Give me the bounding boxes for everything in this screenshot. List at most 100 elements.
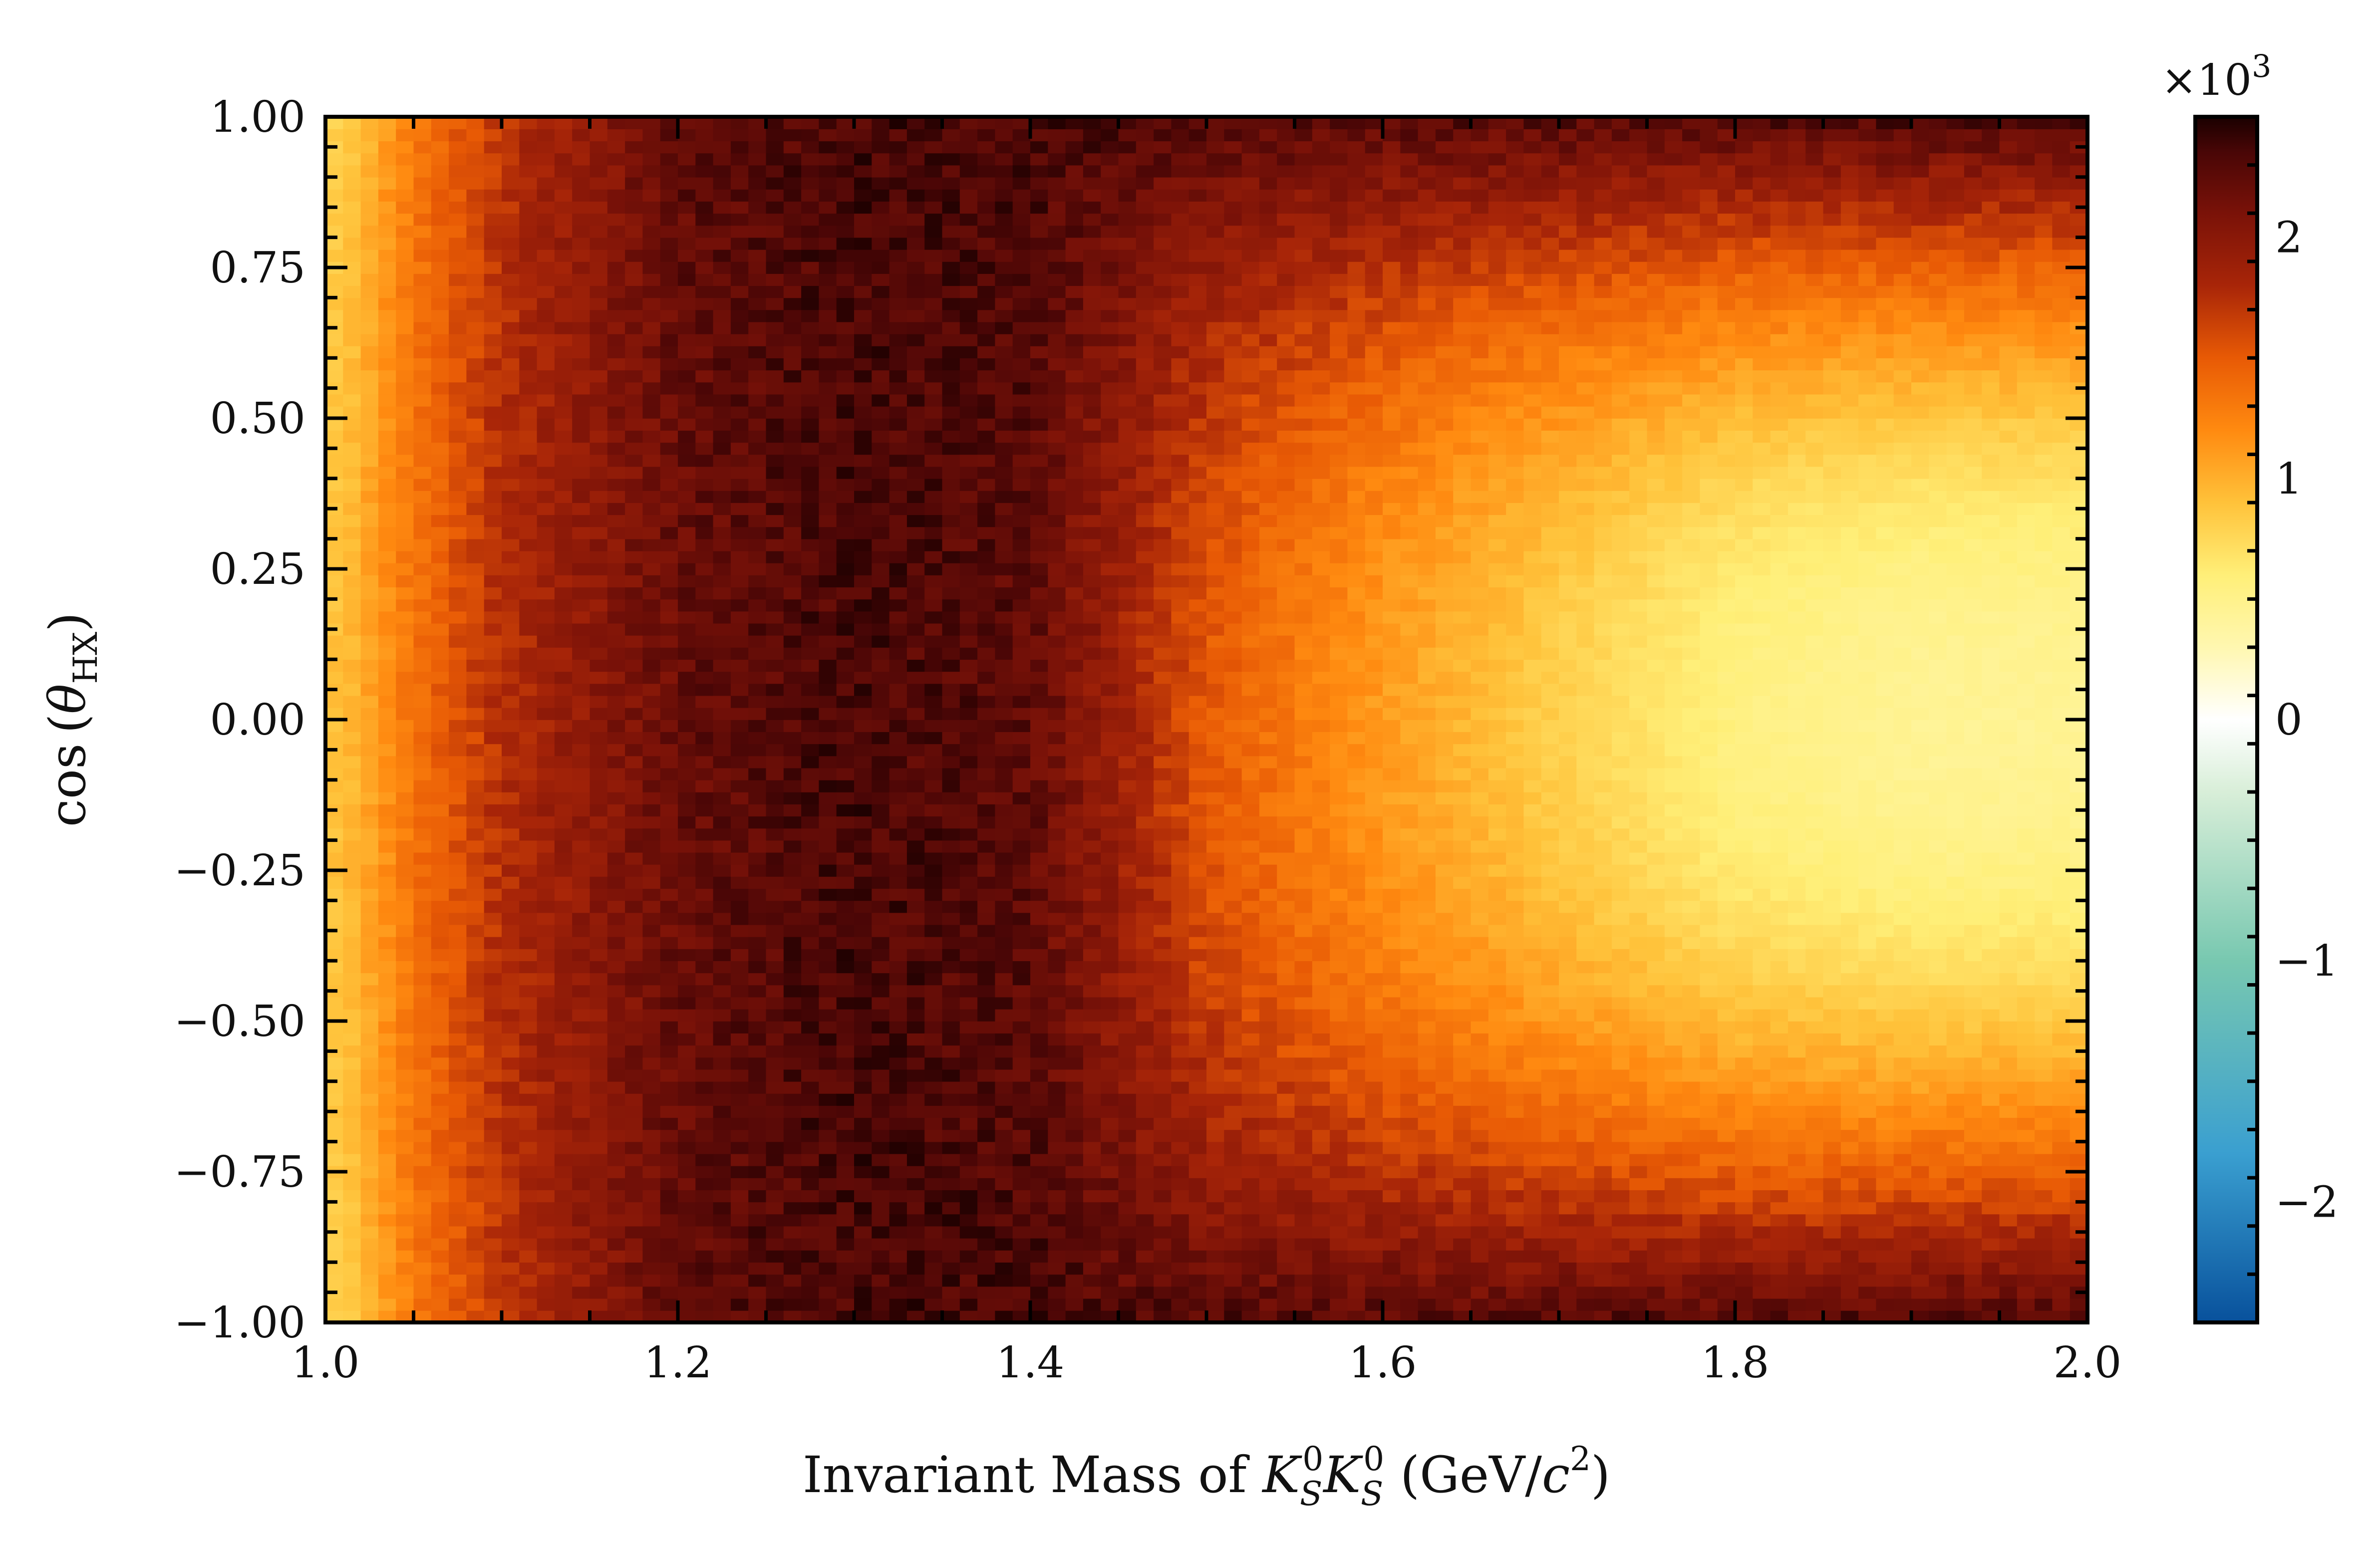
heatmap-cell	[872, 683, 890, 696]
heatmap-cell	[554, 333, 573, 346]
heatmap-cell	[642, 804, 661, 817]
heatmap-cell	[959, 623, 978, 636]
heatmap-cell	[431, 406, 449, 419]
heatmap-cell	[959, 1045, 978, 1058]
heatmap-cell	[466, 382, 485, 395]
heatmap-cell	[819, 779, 837, 792]
heatmap-cell	[360, 490, 379, 503]
heatmap-cell	[642, 515, 661, 527]
heatmap-cell	[1012, 129, 1031, 142]
heatmap-cell	[1118, 285, 1137, 298]
heatmap-cell	[906, 394, 925, 407]
heatmap-cell	[484, 973, 502, 986]
heatmap-cell	[1118, 804, 1137, 817]
heatmap-cell	[642, 394, 661, 407]
heatmap-cell	[625, 1045, 643, 1058]
heatmap-cell	[872, 732, 890, 745]
heatmap-cell	[431, 503, 449, 516]
heatmap-cell	[360, 852, 379, 865]
heatmap-cell	[519, 503, 538, 516]
heatmap-cell	[519, 406, 538, 419]
heatmap-cell	[854, 671, 873, 684]
heatmap-cell	[1171, 876, 1190, 889]
heatmap-cell	[554, 346, 573, 358]
heatmap-cell	[801, 394, 820, 407]
heatmap-cell	[625, 779, 643, 792]
heatmap-cell	[343, 756, 361, 769]
heatmap-cell	[360, 1298, 379, 1311]
heatmap-cell	[1083, 647, 1101, 660]
heatmap-cell	[1048, 828, 1066, 841]
heatmap-cell	[1136, 129, 1154, 142]
heatmap-cell	[431, 1009, 449, 1022]
heatmap-cell	[730, 1238, 749, 1251]
heatmap-cell	[872, 659, 890, 672]
heatmap-cell	[343, 1298, 361, 1311]
heatmap-cell	[713, 1009, 731, 1022]
heatmap-cell	[1171, 1178, 1190, 1191]
heatmap-cell	[519, 587, 538, 600]
heatmap-cell	[854, 635, 873, 648]
heatmap-cell	[1065, 852, 1084, 865]
heatmap-cell	[801, 249, 820, 262]
heatmap-cell	[924, 828, 943, 841]
heatmap-cell	[484, 466, 502, 479]
heatmap-cell	[783, 587, 802, 600]
heatmap-cell	[977, 478, 996, 491]
heatmap-cell	[449, 1226, 467, 1239]
heatmap-cell	[554, 1069, 573, 1082]
heatmap-cell	[836, 936, 855, 949]
heatmap-cell	[836, 1190, 855, 1203]
heatmap-cell	[449, 1081, 467, 1094]
heatmap-cell	[1083, 985, 1101, 998]
heatmap-cell	[836, 1045, 855, 1058]
heatmap-cell	[1118, 924, 1137, 937]
heatmap-cell	[1012, 888, 1031, 901]
heatmap-cell	[924, 550, 943, 563]
heatmap-cell	[713, 912, 731, 925]
heatmap-cell	[695, 285, 714, 298]
heatmap-cell	[854, 647, 873, 660]
heatmap-cell	[554, 153, 573, 166]
heatmap-cell	[977, 129, 996, 142]
heatmap-cell	[959, 888, 978, 901]
heatmap-cell	[678, 1069, 696, 1082]
heatmap-cell	[537, 985, 555, 998]
heatmap-cell	[378, 961, 396, 974]
heatmap-cell	[1083, 261, 1101, 274]
heatmap-cell	[730, 1141, 749, 1154]
heatmap-cell	[449, 177, 467, 190]
heatmap-cell	[695, 695, 714, 708]
heatmap-cell	[713, 117, 731, 129]
heatmap-cell	[343, 478, 361, 491]
heatmap-cell	[766, 237, 784, 250]
heatmap-cell	[590, 732, 608, 745]
heatmap-cell	[1065, 828, 1084, 841]
heatmap-cell	[819, 333, 837, 346]
heatmap-cell	[1083, 189, 1101, 202]
heatmap-cell	[1030, 876, 1049, 889]
heatmap-cell	[413, 647, 432, 660]
heatmap-cell	[906, 961, 925, 974]
heatmap-cell	[660, 1214, 678, 1227]
heatmap-cell	[1189, 1202, 1207, 1215]
heatmap-cell	[1083, 575, 1101, 588]
heatmap-cell	[995, 900, 1013, 913]
heatmap-cell	[1083, 1141, 1101, 1154]
heatmap-cell	[343, 346, 361, 358]
heatmap-cell	[854, 526, 873, 539]
heatmap-cell	[607, 587, 625, 600]
heatmap-cell	[642, 1081, 661, 1094]
heatmap-cell	[695, 707, 714, 720]
heatmap-cell	[1048, 406, 1066, 419]
heatmap-cell	[924, 912, 943, 925]
heatmap-cell	[1171, 237, 1190, 250]
heatmap-cell	[889, 418, 907, 431]
heatmap-cell	[1136, 1178, 1154, 1191]
heatmap-cell	[625, 165, 643, 178]
heatmap-cell	[977, 635, 996, 648]
heatmap-cell	[590, 249, 608, 262]
heatmap-cell	[1083, 1190, 1101, 1203]
heatmap-cell	[995, 683, 1013, 696]
heatmap-cell	[872, 707, 890, 720]
